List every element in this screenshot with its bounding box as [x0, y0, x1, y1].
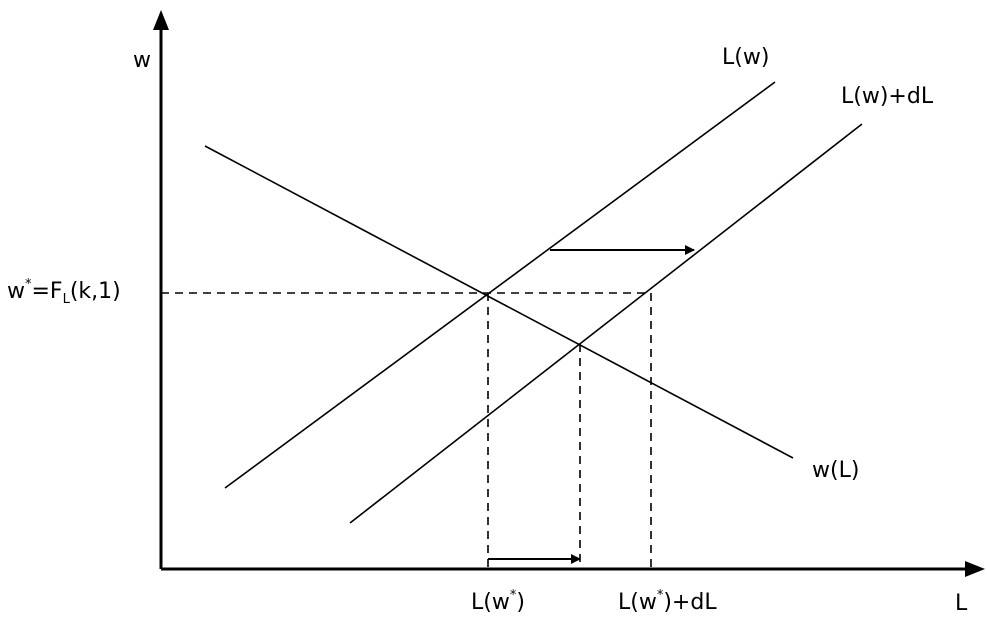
demand-curve-label: w(L): [812, 458, 860, 483]
demand-curve: [204, 145, 794, 459]
x-axis-label: L: [955, 591, 968, 616]
supply-shifted-curve-label: L(w)+dL: [841, 84, 934, 109]
y-axis-arrowhead: [153, 10, 169, 30]
equilibrium-wage-label: w*=FL(k,1): [7, 277, 121, 307]
y-axis-label: w: [133, 48, 151, 73]
supply-curve-label: L(w): [722, 45, 770, 70]
shifted-employment-label: L(w*)+dL: [618, 588, 717, 615]
x-axis-arrowhead: [965, 561, 985, 577]
supply-curve: [224, 81, 776, 489]
supply-shifted-curve: [349, 123, 863, 524]
equilibrium-employment-label: L(w*): [471, 588, 525, 615]
